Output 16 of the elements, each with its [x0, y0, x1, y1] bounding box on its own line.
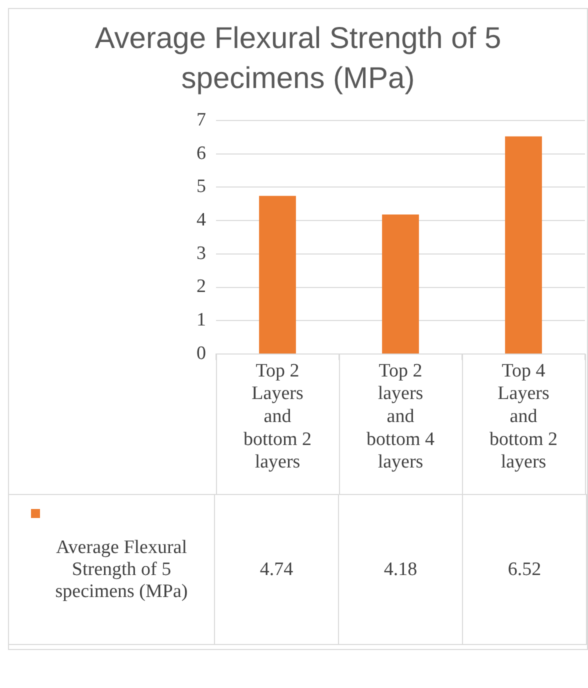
- y-tick-label: 6: [196, 142, 206, 164]
- y-tick-label: 5: [196, 176, 206, 198]
- y-tick-label: 4: [196, 210, 206, 230]
- x-tick-label: Top 2 Layers and bottom 2 layers: [243, 360, 312, 473]
- x-tick-label: Top 4 Layers and bottom 2 layers: [489, 360, 558, 473]
- y-tick-label: 1: [196, 310, 206, 331]
- chart-title: Average Flexural Strength of 5 specimens (MPa): [94, 21, 502, 97]
- data-label: 4.74: [214, 494, 339, 644]
- y-tick-label: 0: [196, 342, 206, 364]
- y-tick-label: 7: [196, 109, 206, 130]
- data-label: 6.52: [462, 494, 586, 644]
- data-label: 4.18: [338, 494, 462, 644]
- text: Average Flexural Strength of 5 specimens (MPa): [55, 536, 188, 602]
- x-tick-label: Top 2 layers and bottom 4 layers: [366, 360, 436, 473]
- y-tick-label: 3: [196, 242, 206, 264]
- y-tick-label: 2: [196, 276, 206, 298]
